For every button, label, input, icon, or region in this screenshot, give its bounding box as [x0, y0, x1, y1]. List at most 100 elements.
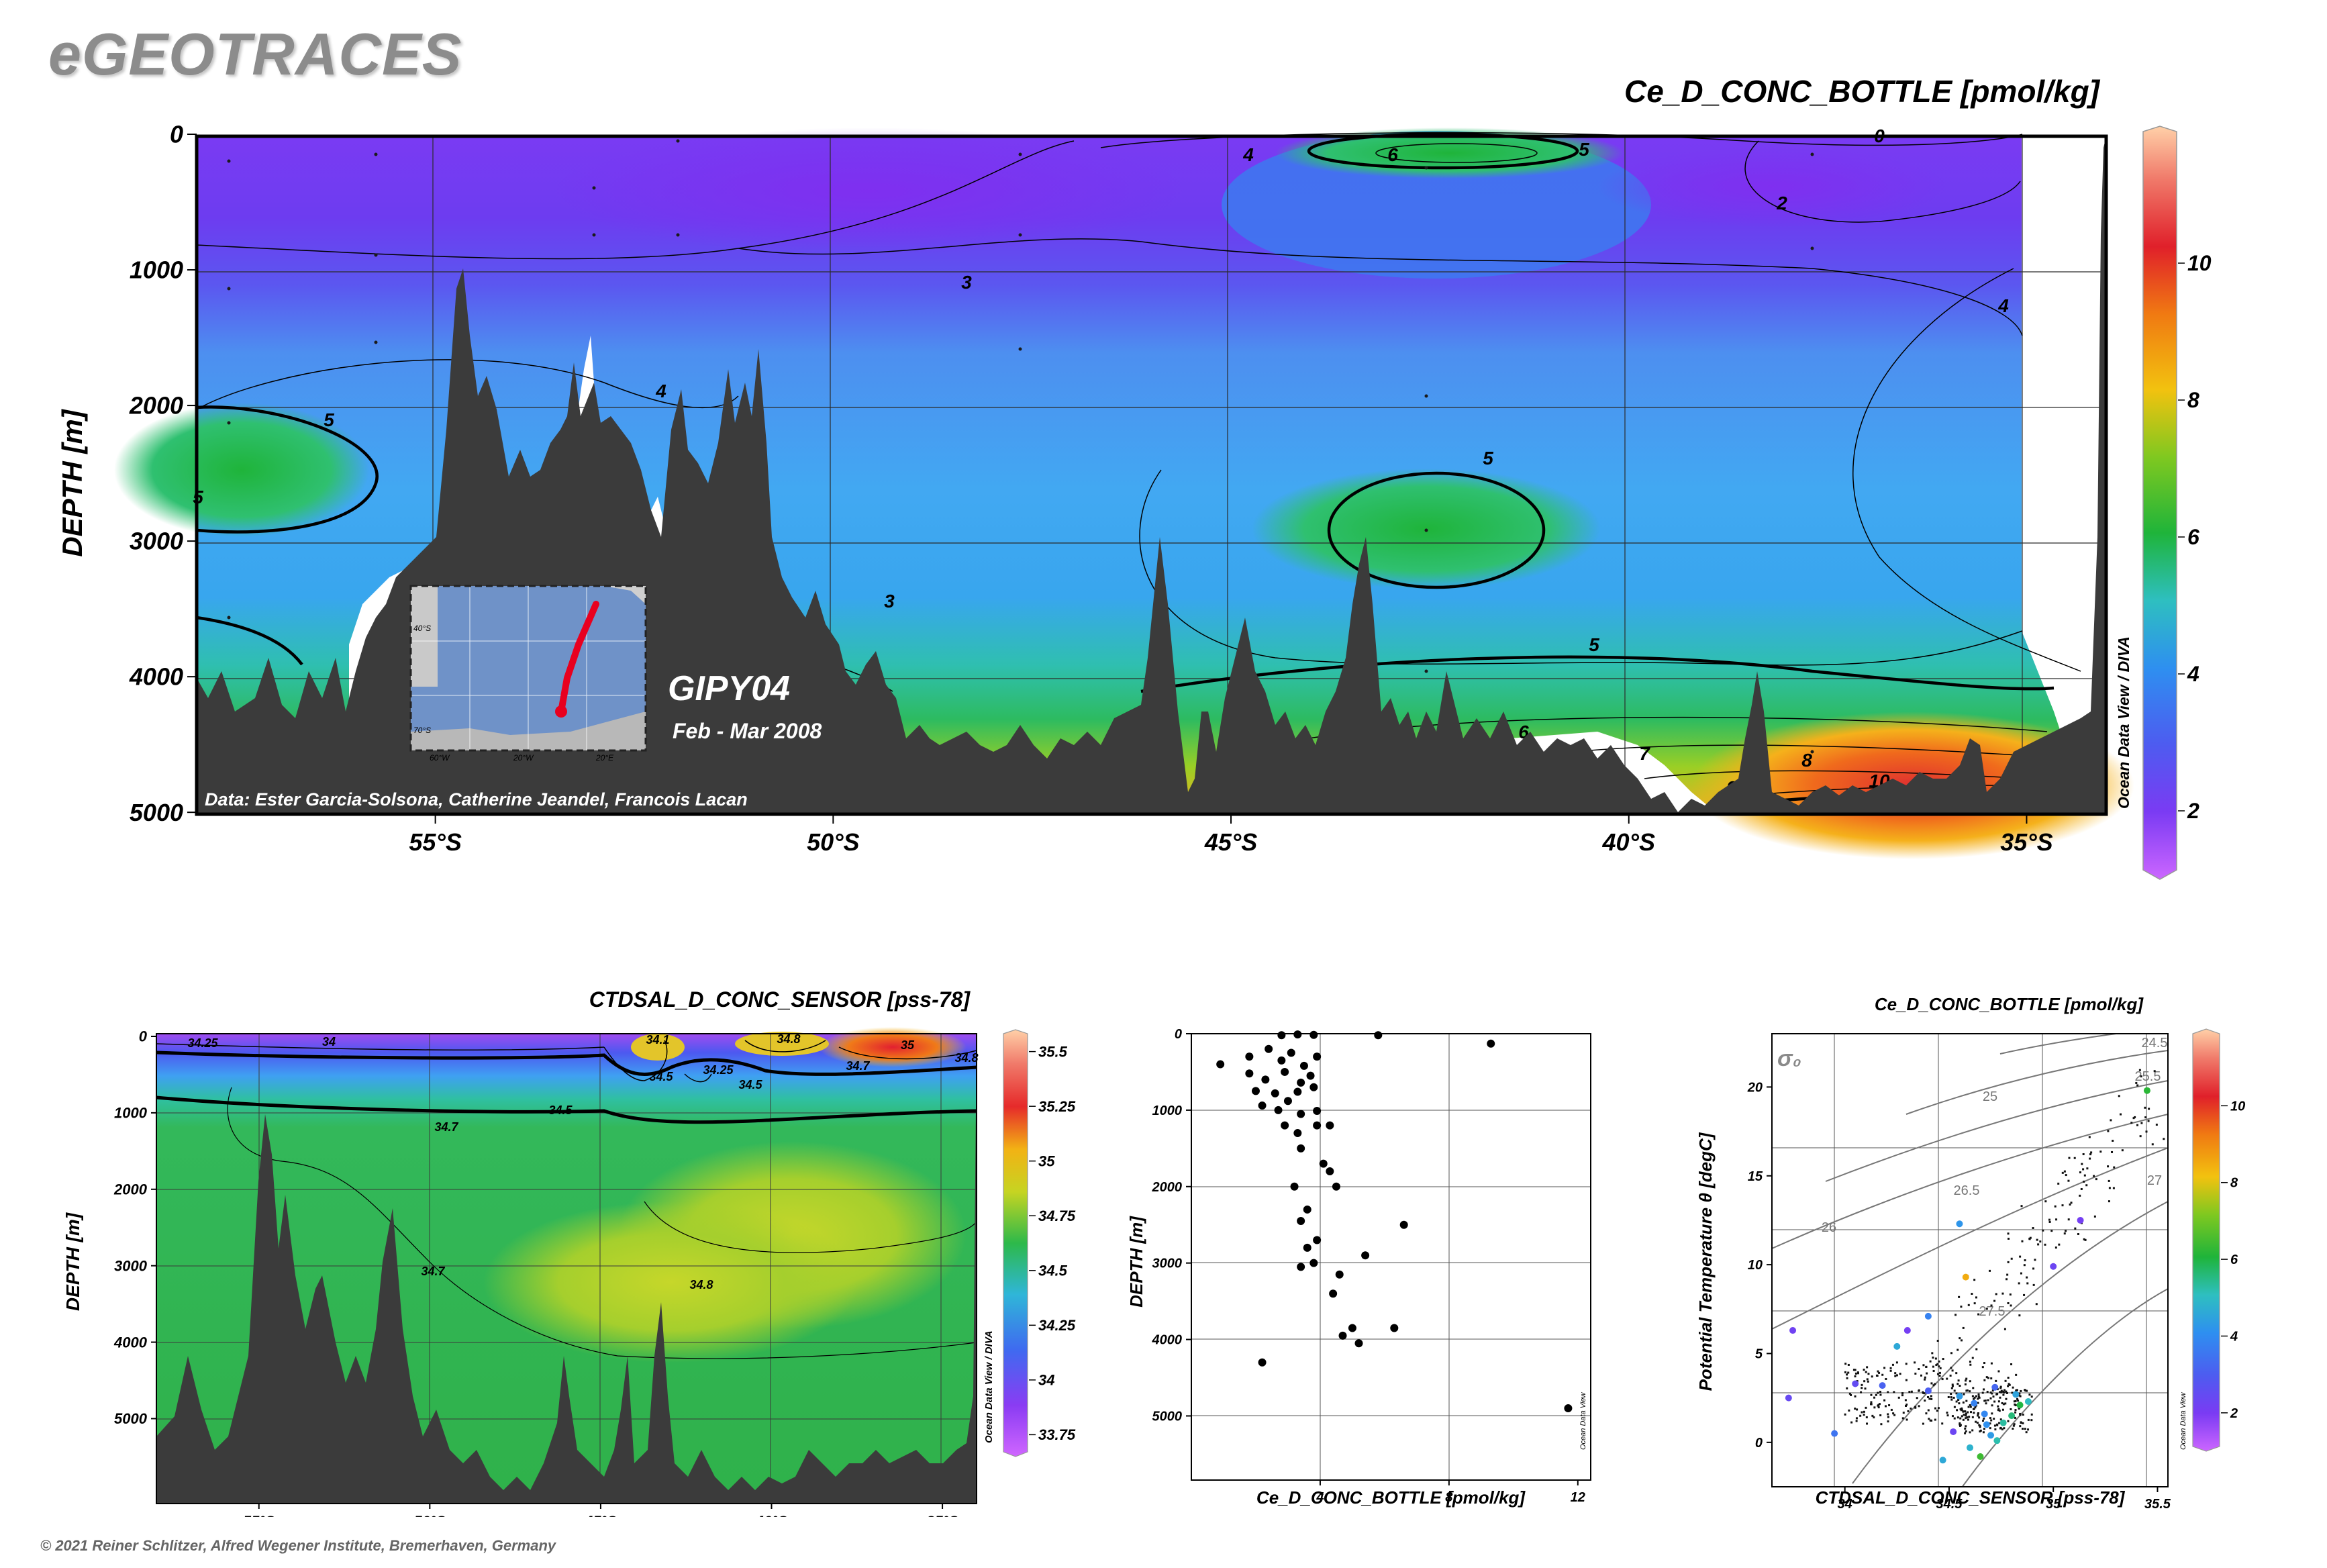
ts-observation-point	[2110, 1119, 2112, 1122]
ts-observation-point	[1964, 1410, 1967, 1413]
ts-observation-point	[1860, 1391, 1863, 1393]
salinity-plot-area: 34.25 34 34.1 34.5 34.25 34.8 35 34.7 34.8 34.5 34…	[156, 1027, 979, 1504]
profile-point	[1306, 1071, 1315, 1080]
main-field-blank-east	[2022, 136, 2106, 814]
salinity-contour-label: 34.8	[954, 1051, 978, 1065]
ts-observation-point	[2008, 1383, 2010, 1385]
ts-observation-point	[2000, 1389, 2003, 1392]
ts-observation-point	[2016, 1389, 2018, 1391]
ts-observation-point	[1975, 1296, 1977, 1299]
ts-observation-point	[1854, 1395, 1856, 1398]
ts-observation-point	[2032, 1227, 2034, 1230]
inset-map-grid	[411, 586, 646, 750]
ts-observation-point	[1950, 1396, 1952, 1399]
ts-observation-point	[1999, 1418, 2002, 1421]
ts-observation-point	[2016, 1398, 2019, 1400]
salinity-contour-label: 34.25	[187, 1036, 218, 1050]
main-plot-frame	[195, 134, 2108, 816]
ts-observation-point	[1963, 1414, 1965, 1416]
ts-observation-point	[1998, 1410, 2001, 1412]
ts-observation-point	[2013, 1400, 2016, 1403]
profile-point	[1271, 1089, 1279, 1097]
salinity-x-tick-label: 40°S	[755, 1513, 788, 1517]
main-y-tick-label: 4000	[129, 663, 183, 691]
ts-observation-point	[1964, 1383, 1967, 1385]
ts-observation-point	[1991, 1389, 1994, 1392]
ts-colored-point	[2024, 1398, 2032, 1405]
ts-observation-point	[2018, 1282, 2020, 1285]
ts-observation-point	[1961, 1415, 1963, 1418]
main-x-tick-label: 45°S	[1204, 828, 1257, 856]
ts-observation-point	[1982, 1420, 1985, 1422]
ts-observation-point	[1969, 1361, 1971, 1363]
profile-point	[1313, 1236, 1322, 1244]
ts-observation-point	[1901, 1392, 1904, 1395]
ts-observation-point	[1962, 1326, 1965, 1329]
ts-observation-point	[2020, 1389, 2022, 1392]
ts-observation-point	[2093, 1175, 2095, 1177]
ts-colored-point	[1785, 1394, 1792, 1402]
ts-observation-point	[1969, 1390, 1971, 1393]
salinity-contour-label: 34	[322, 1035, 336, 1048]
ts-observation-point	[2002, 1393, 2005, 1396]
ts-colored-points	[1785, 1087, 2150, 1464]
salinity-contours	[156, 1040, 977, 1359]
ts-sigma-label: 27.5	[1979, 1304, 2006, 1319]
profile-y-tick-label: 3000	[1152, 1257, 1183, 1271]
ts-observation-point	[2039, 1240, 2042, 1243]
salinity-contour-label: 34.5	[649, 1070, 673, 1083]
ts-observation-point	[2003, 1427, 2006, 1430]
ts-observation-point	[1929, 1360, 1932, 1363]
salinity-colorbar: 35.5 35.25 35 34.75 34.5 34.25 34 33.75	[1003, 1029, 1076, 1457]
ts-observation-point	[1890, 1408, 1893, 1411]
ts-observation-point	[1964, 1432, 1967, 1434]
ts-observation-point	[1854, 1372, 1857, 1375]
ts-observation-point	[1959, 1417, 1962, 1420]
profile-point	[1374, 1031, 1383, 1040]
ts-observation-point	[1895, 1374, 1898, 1377]
ts-observation-point	[1879, 1414, 1882, 1417]
ts-observation-point	[2008, 1383, 2011, 1386]
ts-colorbar-tick-label: 8	[2230, 1176, 2238, 1191]
salinity-contour-label: 35	[901, 1038, 915, 1052]
ts-observation-point	[1965, 1377, 1968, 1380]
ts-sigma-labels: 24.5 25 25.5 26 26.5 27 27.5	[1822, 1036, 2168, 1319]
ts-observation-point	[1897, 1396, 1900, 1399]
ts-observation-point	[1863, 1410, 1865, 1413]
ts-observation-point	[1848, 1392, 1851, 1395]
ts-observation-point	[1930, 1382, 1933, 1385]
ts-observation-point	[2019, 1255, 2022, 1258]
ts-observation-point	[1866, 1366, 1869, 1369]
ts-observation-point	[2151, 1143, 2154, 1146]
ts-plot-frame	[1771, 1033, 2169, 1487]
salinity-chart-title: CTDSAL_D_CONC_SENSOR [pss-78]	[589, 987, 971, 1012]
ts-observation-point	[2083, 1238, 2085, 1240]
ts-observation-point	[2036, 1238, 2038, 1241]
ts-observation-point	[1955, 1372, 1958, 1375]
ts-observation-point	[1953, 1417, 1956, 1420]
ts-observation-point	[2014, 1409, 2017, 1412]
ts-observation-point	[1979, 1429, 1982, 1432]
ts-colorbar: 10 8 6 4 2	[2192, 1028, 2245, 1452]
ts-observation-point	[2118, 1095, 2120, 1097]
ts-observation-point	[1951, 1415, 1954, 1418]
ts-observation-point	[2010, 1257, 2013, 1260]
ts-observation-point	[1861, 1411, 1863, 1414]
ts-observation-point	[2005, 1390, 2008, 1393]
ts-observation-point	[2080, 1187, 2083, 1190]
main-contour-label: 6	[1387, 144, 1398, 165]
ts-observation-point	[1888, 1404, 1891, 1406]
inset-map-land-west	[411, 586, 438, 687]
ts-observation-point	[2136, 1084, 2139, 1087]
ts-observation-point	[2030, 1419, 2033, 1422]
main-contour-label: 2	[1776, 193, 1787, 213]
ts-observation-point	[2028, 1238, 2031, 1240]
ts-observation-point	[2019, 1395, 2022, 1398]
ts-observation-point	[2017, 1400, 2020, 1402]
ts-observation-point	[2099, 1150, 2102, 1153]
ts-observation-point	[2032, 1267, 2035, 1270]
ts-observation-point	[2006, 1278, 2008, 1281]
profile-points	[1216, 1030, 1573, 1413]
ts-observation-point	[1967, 1406, 1970, 1408]
ts-observation-point	[2132, 1117, 2135, 1120]
